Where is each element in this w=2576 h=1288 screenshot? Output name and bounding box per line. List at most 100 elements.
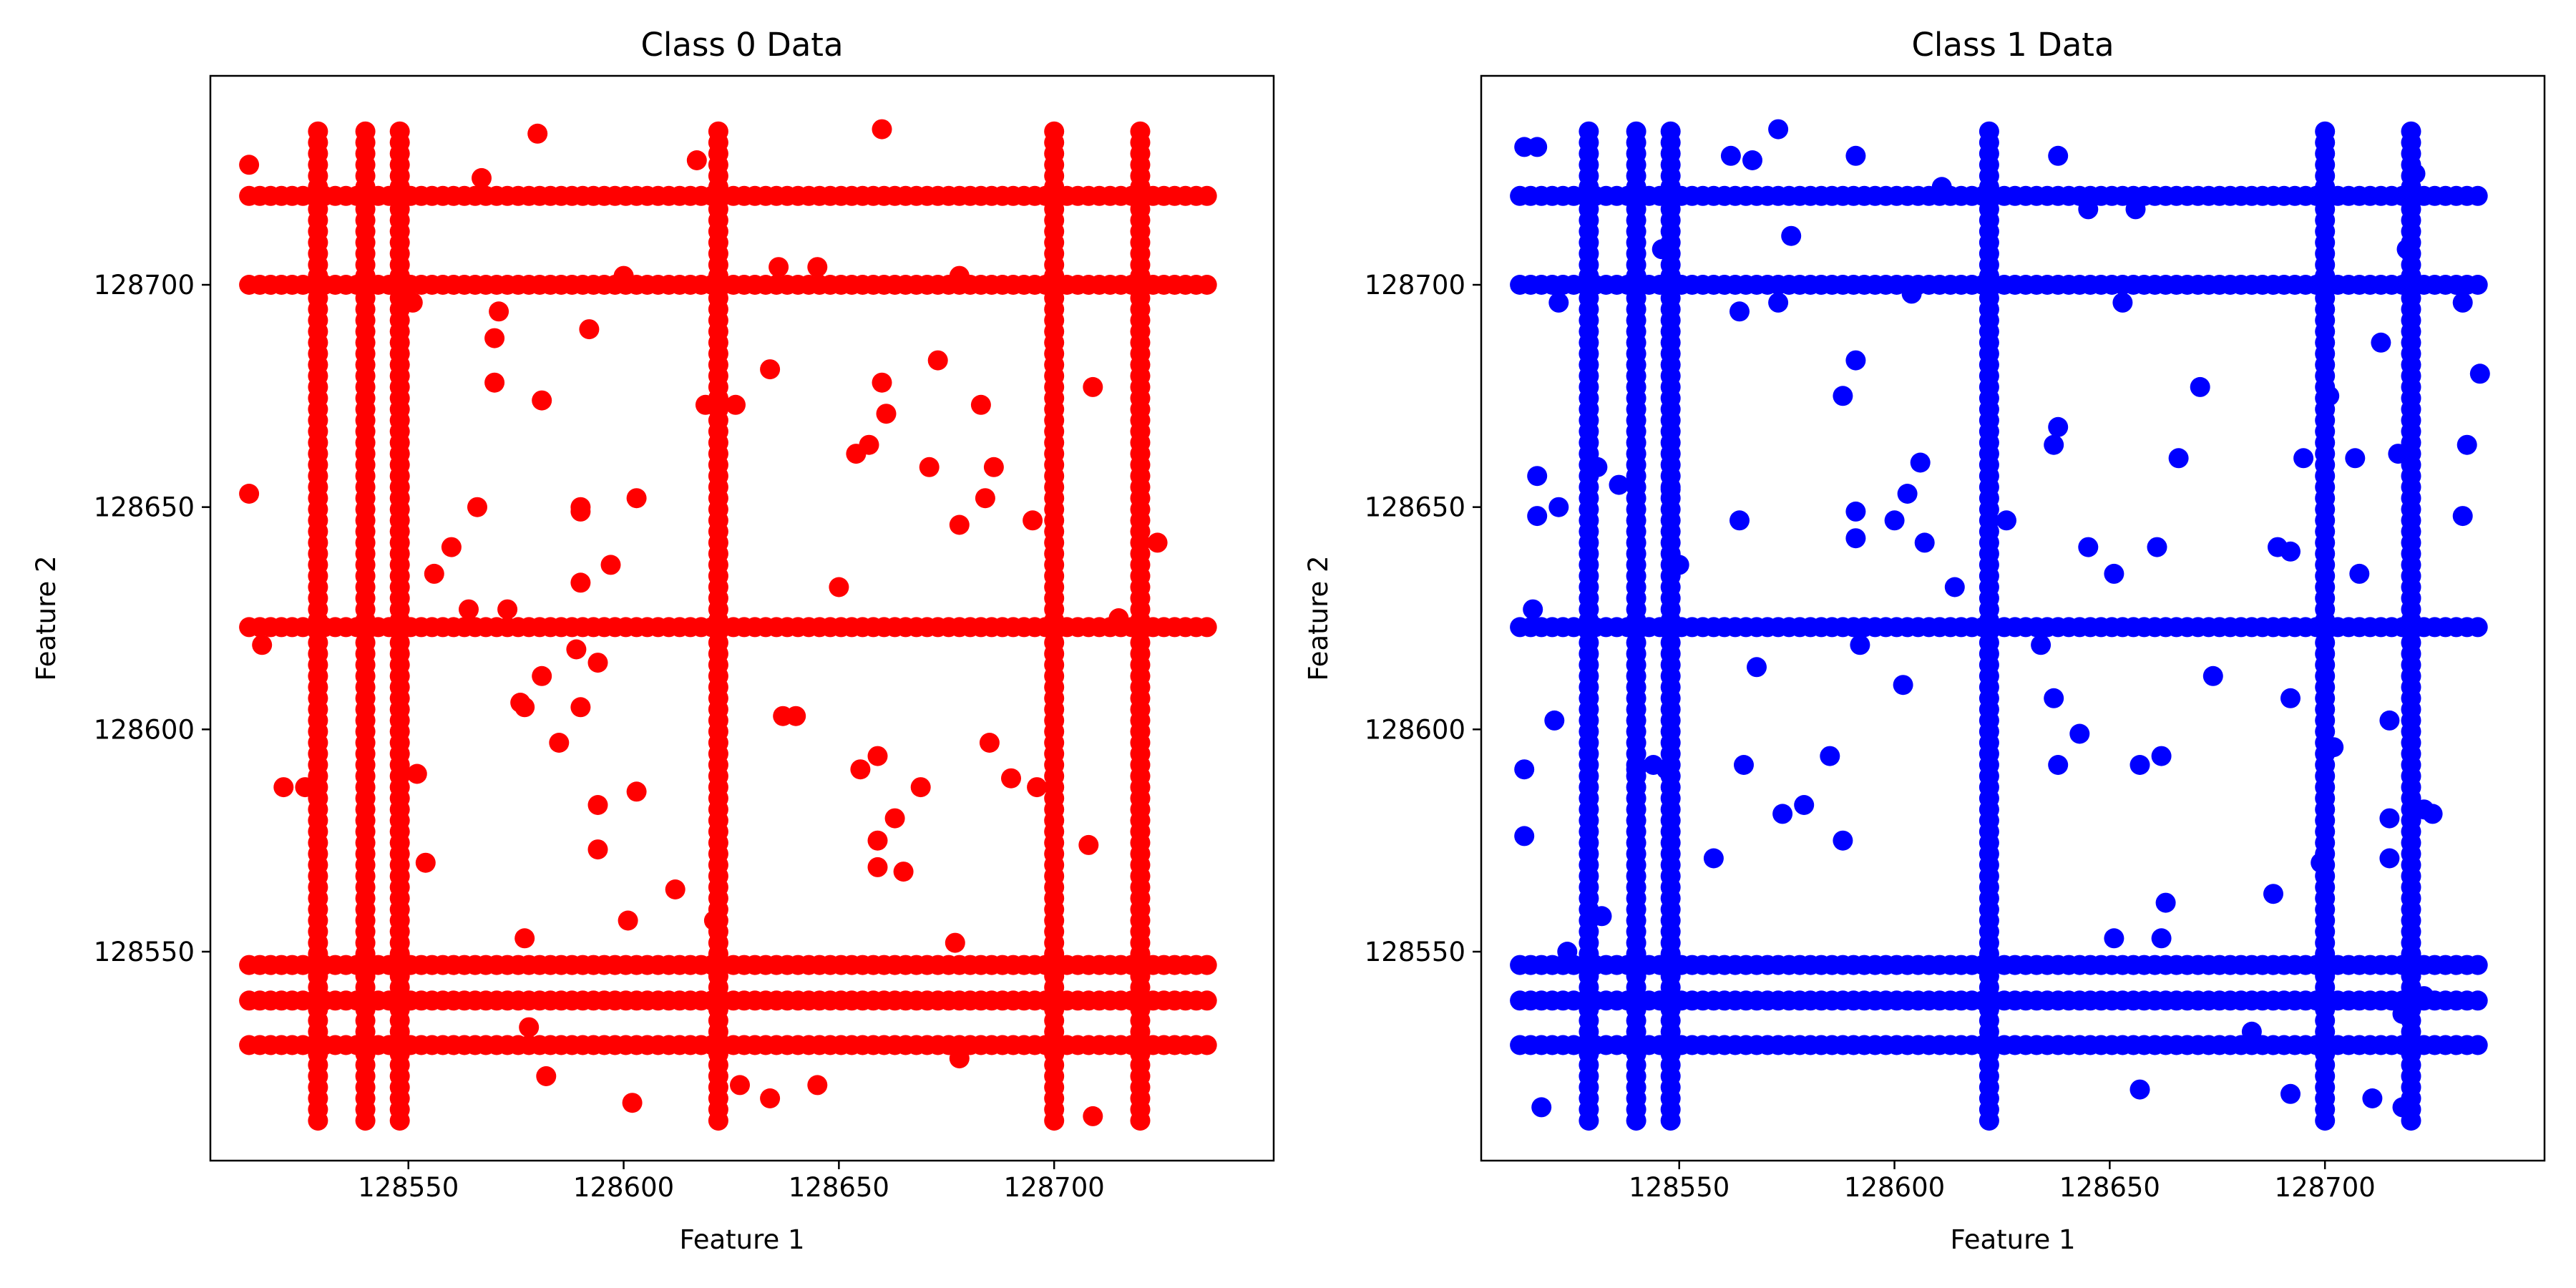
data-point [1027,777,1048,798]
data-point [1548,292,1569,313]
y-tick-label: 128600 [1365,714,1465,745]
data-point [2452,506,2473,527]
data-point [1108,608,1129,628]
data-point [2048,416,2069,437]
data-point [2078,199,2099,220]
data-point [1703,848,1724,869]
data-point [1001,768,1021,789]
chart-title: Class 1 Data [1911,26,2114,64]
data-point [2263,884,2283,904]
data-point [459,599,479,620]
data-point [587,839,608,860]
data-point [1768,292,1789,313]
x-tick-label: 128600 [573,1172,674,1203]
data-point [1720,145,1741,166]
data-point [893,862,914,882]
data-point [2467,990,2488,1011]
data-point [1656,759,1677,780]
data-point [1514,759,1535,780]
data-point [2147,537,2167,557]
data-point [1196,1035,1217,1055]
data-point [2104,563,2124,584]
data-point [570,501,591,522]
data-point [703,910,724,931]
axes: 128550 128600 128650 128700 128550 128600 1286… [1365,270,2376,1203]
data-point [1901,283,1922,304]
y-tick-label: 128600 [94,714,195,745]
data-point [2379,808,2400,829]
data-point [536,1066,557,1086]
data-point [1531,1097,1552,1118]
data-point [579,319,600,340]
data-point [2202,665,2223,686]
data-point [919,457,940,477]
data-point [1729,301,1750,322]
data-point [1845,350,1866,371]
data-point [2280,1083,2301,1104]
data-point [587,653,608,673]
data-point [769,257,789,278]
data-point [1669,555,1689,575]
data-point [2125,199,2146,220]
data-point [1893,675,1913,696]
chart-title: Class 0 Data [640,26,843,64]
data-point [1514,826,1535,847]
data-point [2151,928,2172,949]
data-point [2044,434,2064,455]
data-point [1884,510,1905,531]
data-point [472,167,492,188]
data-point [514,697,535,718]
data-point [975,488,995,509]
data-point [1914,532,1935,553]
data-point [2241,1021,2262,1042]
data-point [760,359,781,380]
data-point [867,746,888,766]
data-point [1083,376,1103,397]
data-point [1147,532,1168,553]
x-axis-label: Feature 1 [1950,1224,2075,1255]
data-point [1579,121,1599,142]
data-point [1833,830,1853,851]
data-point [1996,510,2016,531]
data-point [665,879,686,899]
data-point [1196,990,1217,1011]
data-point [415,852,436,873]
data-point [2379,848,2400,869]
data-point [867,857,888,877]
data-point [1609,474,1629,495]
data-point [2392,1004,2413,1024]
data-point [1833,386,1853,406]
data-point [2467,1035,2488,1055]
y-axis-label: Feature 2 [1303,555,1334,680]
y-axis-label: Feature 2 [31,555,62,680]
data-point [626,781,647,802]
data-point [1078,834,1099,855]
data-point [2349,563,2370,584]
data-point [2401,121,2421,142]
data-point [1196,955,1217,975]
data-point [1742,150,1762,170]
data-point [2031,635,2051,655]
data-point [2414,799,2434,820]
data-point [295,777,316,798]
data-point [514,928,535,949]
data-point [1660,121,1681,142]
data-point [2467,275,2488,295]
x-axis-label: Feature 1 [679,1224,804,1255]
data-point [927,350,948,371]
data-point [1944,577,1965,597]
data-point [519,1017,540,1038]
scatter-points [1510,119,2490,1131]
data-point [1781,225,1802,246]
x-tick-label: 128550 [358,1172,459,1203]
data-point [613,265,634,286]
data-point [2467,955,2488,975]
data-point [2379,710,2400,731]
data-point [872,119,892,140]
data-point [760,1088,781,1108]
data-point [1850,635,1870,655]
data-point [527,123,548,144]
data-point [859,434,879,455]
y-tick-label: 128700 [1365,270,1465,301]
